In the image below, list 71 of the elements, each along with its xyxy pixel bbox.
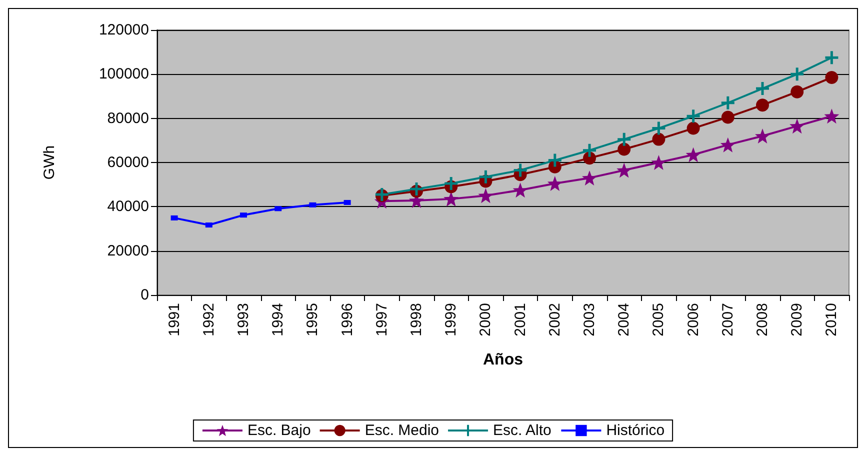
y-tick-label: 60000 bbox=[107, 154, 149, 171]
legend-label: Esc. Bajo bbox=[247, 422, 311, 439]
y-tick-label: 20000 bbox=[107, 242, 149, 260]
legend-label: Esc. Medio bbox=[364, 422, 440, 439]
point bbox=[616, 162, 632, 178]
x-tick-label: 2001 bbox=[512, 303, 529, 336]
x-tick-label: 2005 bbox=[650, 303, 668, 336]
y-tick-label: 120000 bbox=[98, 22, 149, 38]
point bbox=[616, 132, 632, 148]
point bbox=[478, 188, 494, 204]
point bbox=[755, 128, 770, 144]
point bbox=[824, 50, 840, 66]
x-tick-label: 2003 bbox=[581, 303, 598, 336]
x-tick-label: 2006 bbox=[684, 303, 702, 336]
x-tick-label: 1992 bbox=[200, 303, 218, 336]
point bbox=[652, 132, 666, 146]
y-tick-label: 0 bbox=[140, 286, 149, 304]
point bbox=[721, 110, 734, 124]
point bbox=[720, 137, 736, 152]
x-tick-label: 1991 bbox=[166, 303, 183, 336]
point bbox=[651, 155, 666, 170]
point bbox=[790, 118, 805, 134]
x-tick-label: 1994 bbox=[270, 303, 287, 336]
x-tick-label: 2010 bbox=[823, 303, 840, 336]
point bbox=[547, 152, 563, 168]
y-axis-title: GWh bbox=[41, 145, 58, 180]
point bbox=[754, 80, 770, 96]
point bbox=[443, 176, 459, 192]
point bbox=[686, 122, 700, 135]
x-tick-label: 2002 bbox=[546, 303, 564, 336]
x-tick-label: 1996 bbox=[338, 303, 356, 336]
point bbox=[686, 108, 702, 124]
point bbox=[686, 147, 701, 162]
x-tick-label: 1997 bbox=[373, 303, 390, 336]
point bbox=[582, 170, 597, 186]
y-tick-label: 100000 bbox=[98, 66, 149, 83]
point bbox=[408, 181, 424, 197]
point bbox=[790, 85, 804, 98]
point bbox=[309, 202, 316, 208]
x-tick-label: 1993 bbox=[235, 303, 252, 336]
point bbox=[789, 66, 805, 82]
point bbox=[274, 206, 282, 212]
point bbox=[582, 142, 598, 158]
legend-label: Esc. Alto bbox=[493, 422, 552, 439]
point bbox=[618, 142, 631, 156]
point bbox=[756, 98, 769, 112]
point bbox=[720, 95, 736, 111]
point bbox=[512, 162, 528, 178]
point bbox=[240, 212, 247, 218]
x-tick-label: 2000 bbox=[477, 303, 494, 336]
point bbox=[650, 120, 666, 136]
x-tick-label: 1998 bbox=[408, 303, 425, 336]
legend-label: Histórico bbox=[606, 422, 665, 439]
point bbox=[170, 215, 178, 220]
point bbox=[444, 191, 459, 206]
x-tick-label: 2009 bbox=[788, 303, 806, 336]
point bbox=[205, 222, 212, 228]
point bbox=[512, 182, 528, 198]
x-tick-label: 2008 bbox=[754, 303, 771, 336]
point bbox=[344, 200, 351, 205]
y-tick-label: 40000 bbox=[107, 198, 149, 216]
point bbox=[824, 108, 840, 124]
x-tick-label: 1995 bbox=[304, 303, 322, 336]
y-tick-label: 80000 bbox=[107, 110, 149, 127]
point bbox=[825, 70, 838, 84]
x-tick-label: 2007 bbox=[719, 303, 736, 336]
point bbox=[478, 169, 494, 185]
x-axis-title: Años bbox=[483, 352, 524, 368]
point bbox=[547, 176, 562, 191]
x-tick-label: 1999 bbox=[442, 303, 460, 336]
x-tick-label: 2004 bbox=[616, 303, 633, 336]
